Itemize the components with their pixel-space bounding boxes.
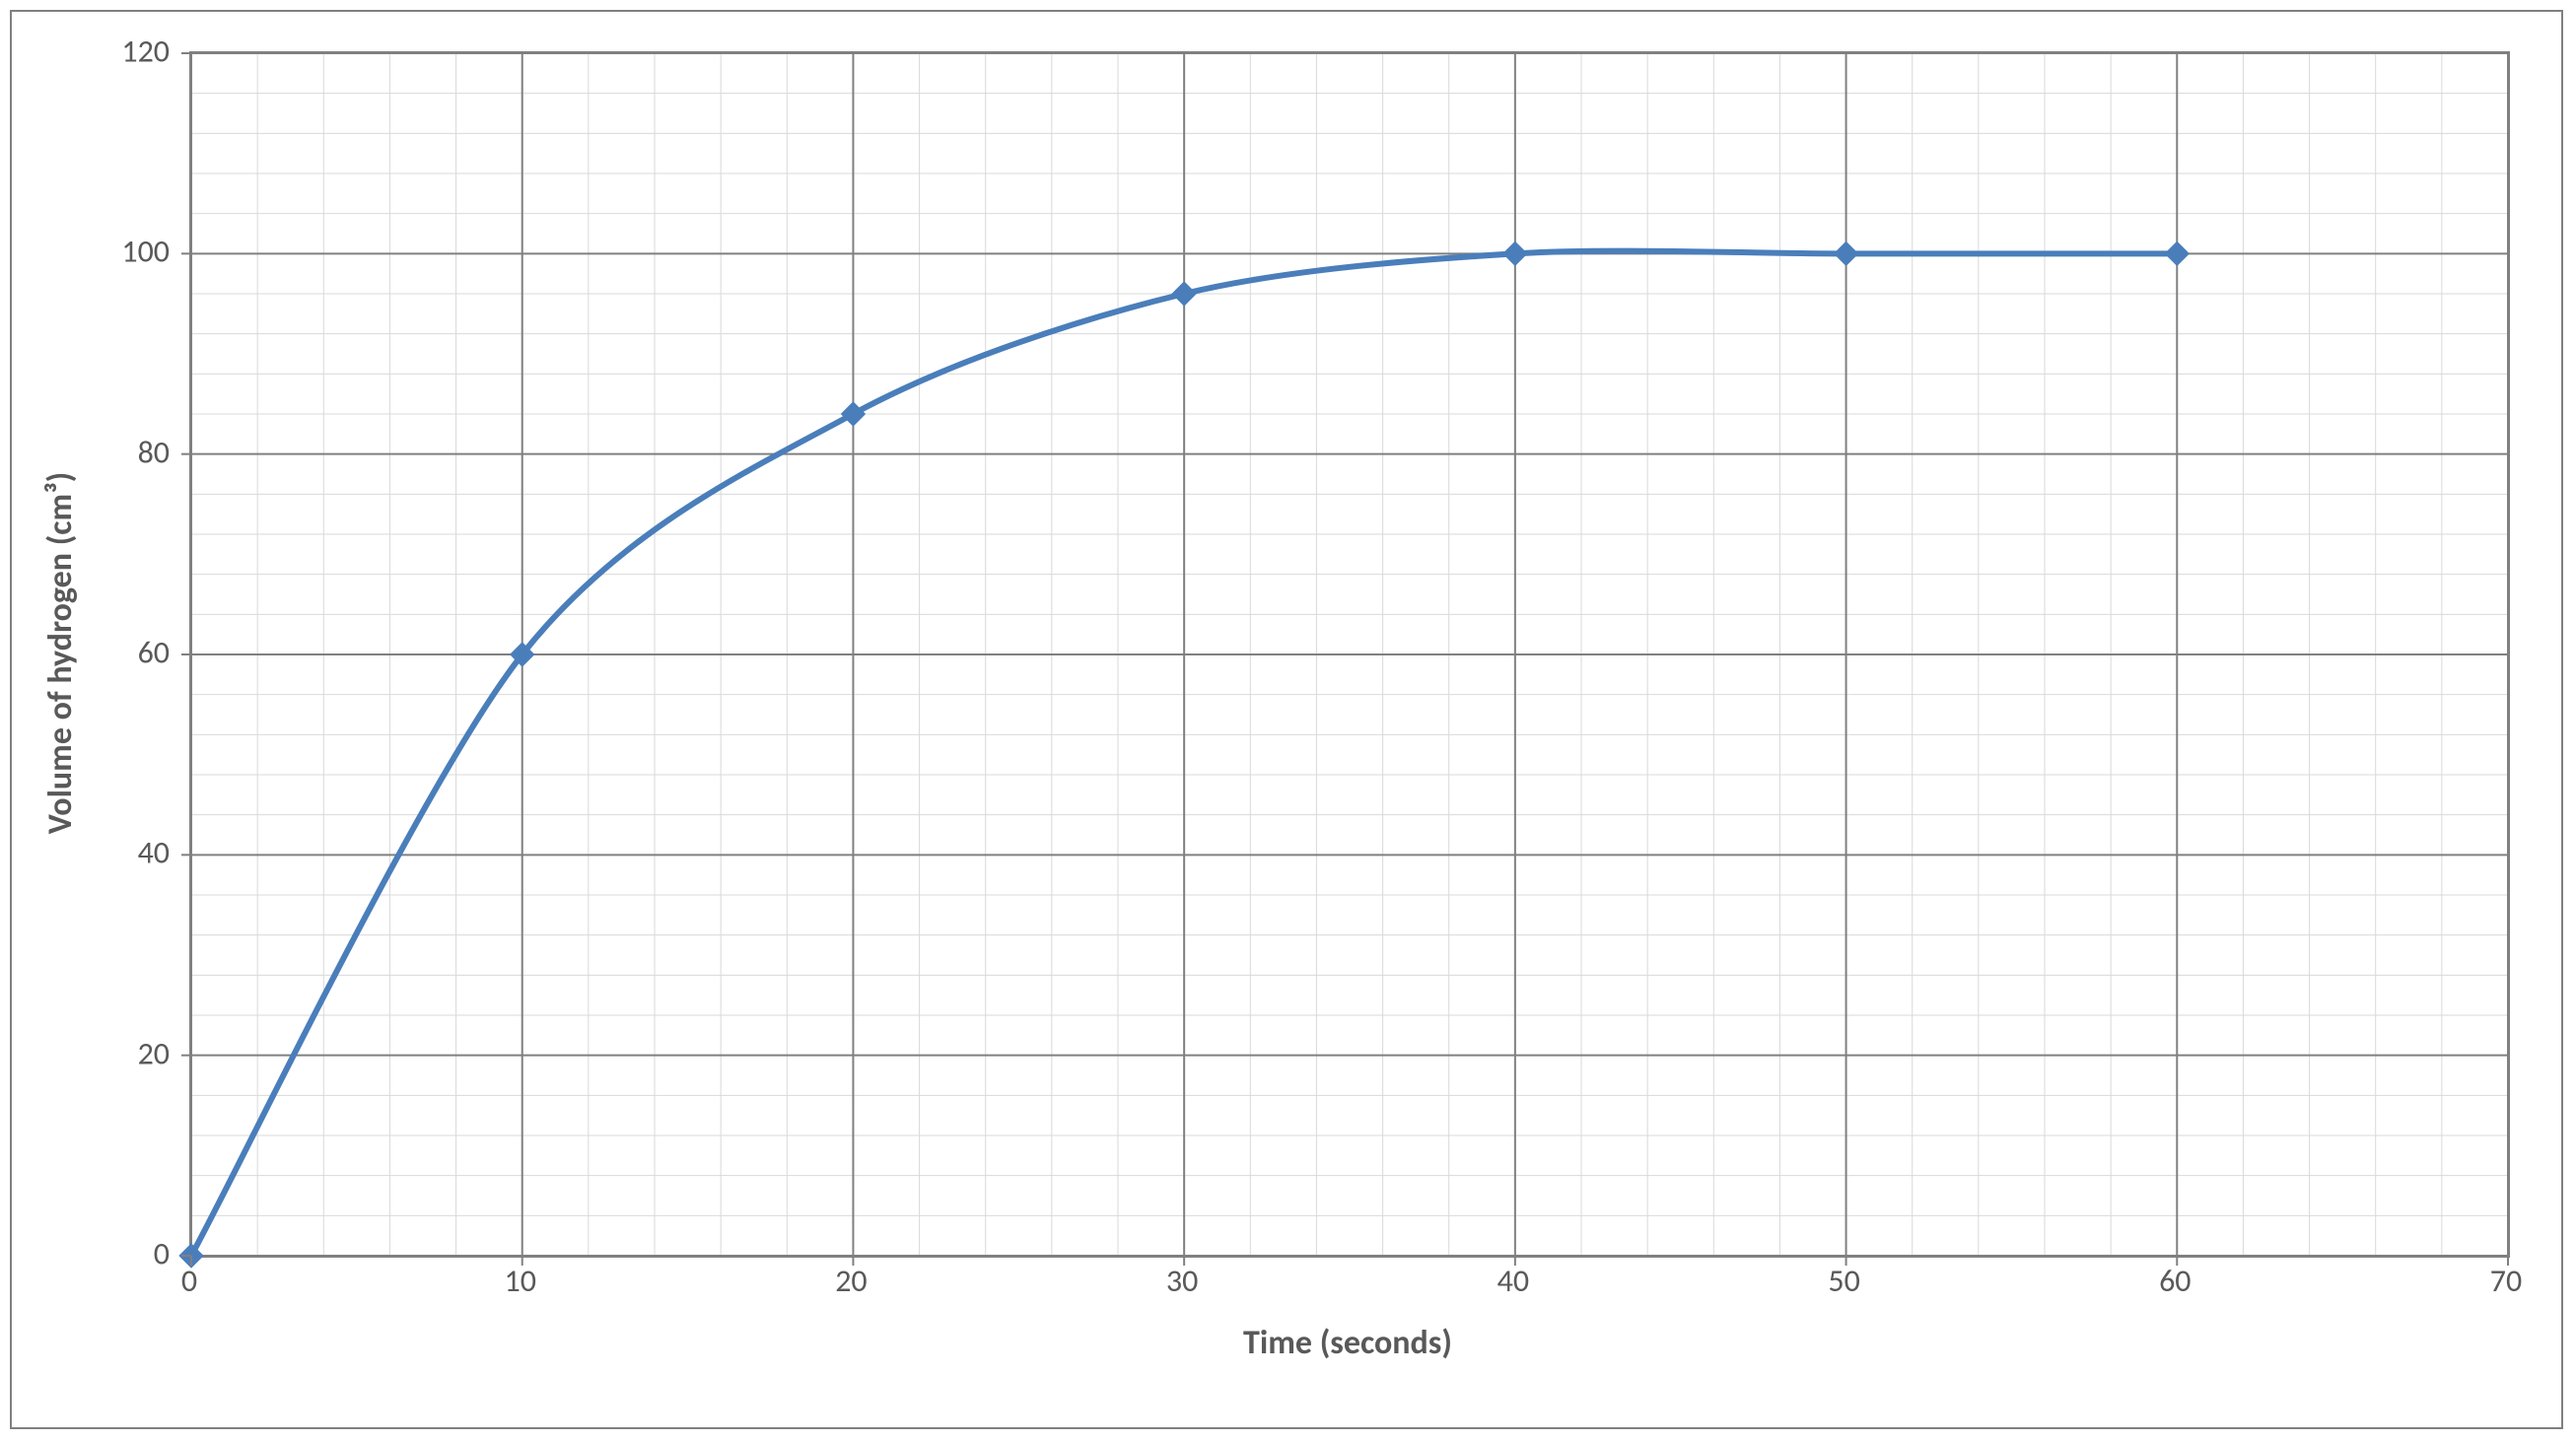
major-grid [191,53,2508,1256]
y-tick-label: 40 [138,834,170,872]
y-tick-label: 0 [154,1235,170,1273]
data-marker [2165,241,2189,265]
y-tick-label: 120 [121,33,170,71]
chart-svg [191,53,2508,1256]
x-tick-label: 10 [504,1262,535,1300]
y-tick-label: 80 [138,433,170,471]
data-marker [1835,241,1858,265]
x-tick-label: 60 [2159,1262,2191,1300]
data-marker [1503,241,1527,265]
x-axis-tick-labels: 010203040506070 [189,1262,2506,1311]
x-tick-label: 70 [2490,1262,2522,1300]
x-axis-title: Time (seconds) [189,1323,2506,1363]
y-tick-label: 60 [138,634,170,672]
x-tick-label: 30 [1166,1262,1198,1300]
data-marker [1172,282,1196,306]
y-tick-label: 100 [121,233,170,271]
y-tick-label: 20 [138,1034,170,1072]
x-tick-label: 20 [835,1262,867,1300]
x-tick-label: 40 [1497,1262,1529,1300]
plot-area [189,51,2510,1258]
x-tick-label: 50 [1828,1262,1859,1300]
y-axis-tick-labels: 020406080100120 [12,51,179,1254]
x-tick-label: 0 [181,1262,197,1300]
data-marker [841,402,865,426]
chart-frame: Volume of hydrogen (cm³) 020406080100120… [10,10,2563,1429]
